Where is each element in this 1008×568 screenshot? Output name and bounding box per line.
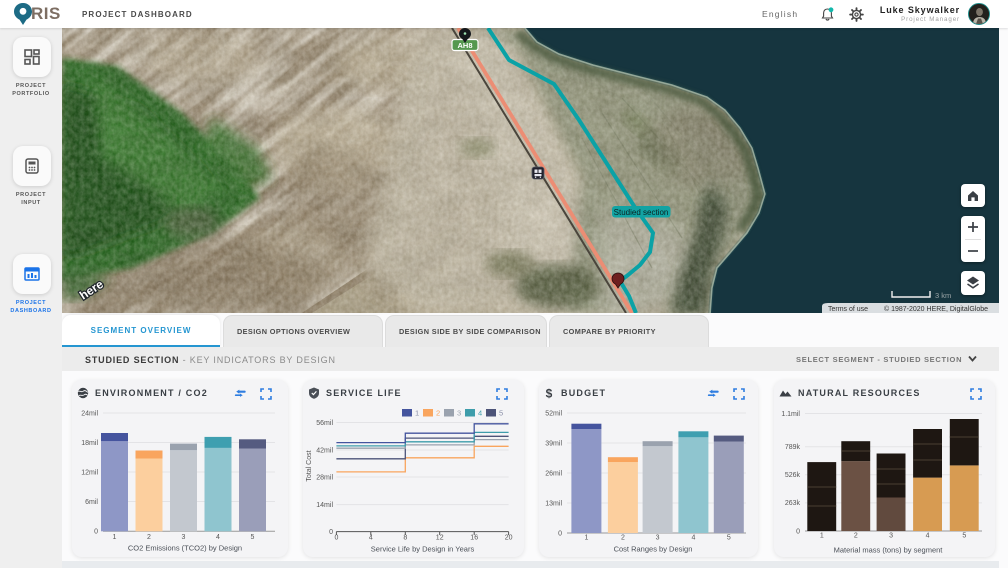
svg-text:12: 12 bbox=[436, 535, 444, 542]
svg-text:789k: 789k bbox=[785, 444, 801, 451]
svg-text:2: 2 bbox=[436, 409, 440, 418]
svg-text:4: 4 bbox=[691, 535, 695, 542]
svg-text:Cost Ranges by Design: Cost Ranges by Design bbox=[614, 545, 693, 554]
svg-text:52mil: 52mil bbox=[545, 411, 562, 418]
svg-text:0: 0 bbox=[796, 528, 800, 535]
svg-text:6mil: 6mil bbox=[85, 499, 98, 506]
svg-text:26mil: 26mil bbox=[545, 471, 562, 478]
svg-text:5: 5 bbox=[727, 535, 731, 542]
svg-text:24mil: 24mil bbox=[81, 411, 98, 418]
svg-text:3: 3 bbox=[457, 409, 461, 418]
svg-text:526k: 526k bbox=[785, 472, 801, 479]
svg-text:$: $ bbox=[546, 387, 554, 399]
svg-text:39mil: 39mil bbox=[545, 441, 562, 448]
svg-text:Terms of use: Terms of use bbox=[828, 306, 868, 313]
svg-text:263k: 263k bbox=[785, 500, 801, 507]
svg-text:3: 3 bbox=[182, 534, 186, 541]
svg-text:Total Cost: Total Cost bbox=[306, 450, 313, 481]
svg-text:2: 2 bbox=[621, 535, 625, 542]
svg-text:Studied section: Studied section bbox=[614, 208, 669, 217]
svg-text:5: 5 bbox=[251, 534, 255, 541]
svg-text:1: 1 bbox=[415, 409, 419, 418]
svg-text:18mil: 18mil bbox=[81, 440, 98, 447]
svg-text:2: 2 bbox=[147, 534, 151, 541]
svg-text:1: 1 bbox=[113, 534, 117, 541]
svg-text:12mil: 12mil bbox=[81, 470, 98, 477]
svg-text:2: 2 bbox=[854, 533, 858, 540]
svg-text:0: 0 bbox=[334, 535, 338, 542]
svg-text:© 1987-2020 HERE, DigitalGlobe: © 1987-2020 HERE, DigitalGlobe bbox=[884, 305, 988, 313]
svg-text:1: 1 bbox=[820, 533, 824, 540]
svg-text:16: 16 bbox=[470, 535, 478, 542]
svg-text:5: 5 bbox=[962, 533, 966, 540]
svg-text:AH8: AH8 bbox=[457, 41, 472, 50]
svg-text:4: 4 bbox=[478, 409, 482, 418]
svg-text:14mil: 14mil bbox=[316, 502, 333, 509]
svg-text:1.1mil: 1.1mil bbox=[781, 411, 800, 418]
svg-text:3: 3 bbox=[889, 533, 893, 540]
svg-text:20: 20 bbox=[505, 535, 513, 542]
svg-text:4: 4 bbox=[216, 534, 220, 541]
svg-text:0: 0 bbox=[558, 531, 562, 538]
svg-text:0: 0 bbox=[329, 529, 333, 536]
svg-text:13mil: 13mil bbox=[545, 501, 562, 508]
svg-text:5: 5 bbox=[499, 409, 503, 418]
svg-text:3 km: 3 km bbox=[935, 291, 951, 300]
svg-text:42mil: 42mil bbox=[316, 448, 333, 455]
svg-text:4: 4 bbox=[926, 533, 930, 540]
svg-text:Service Life by Design in Year: Service Life by Design in Years bbox=[371, 545, 475, 554]
svg-text:56mil: 56mil bbox=[316, 420, 333, 427]
svg-text:8: 8 bbox=[403, 535, 407, 542]
svg-text:4: 4 bbox=[369, 535, 373, 542]
svg-text:3: 3 bbox=[656, 535, 660, 542]
svg-text:Material mass (tons) by segmen: Material mass (tons) by segment bbox=[834, 546, 944, 555]
svg-text:CO2 Emissions (TCO2) by Design: CO2 Emissions (TCO2) by Design bbox=[128, 544, 242, 553]
svg-text:1: 1 bbox=[584, 535, 588, 542]
svg-text:28mil: 28mil bbox=[316, 475, 333, 482]
svg-text:0: 0 bbox=[94, 529, 98, 536]
